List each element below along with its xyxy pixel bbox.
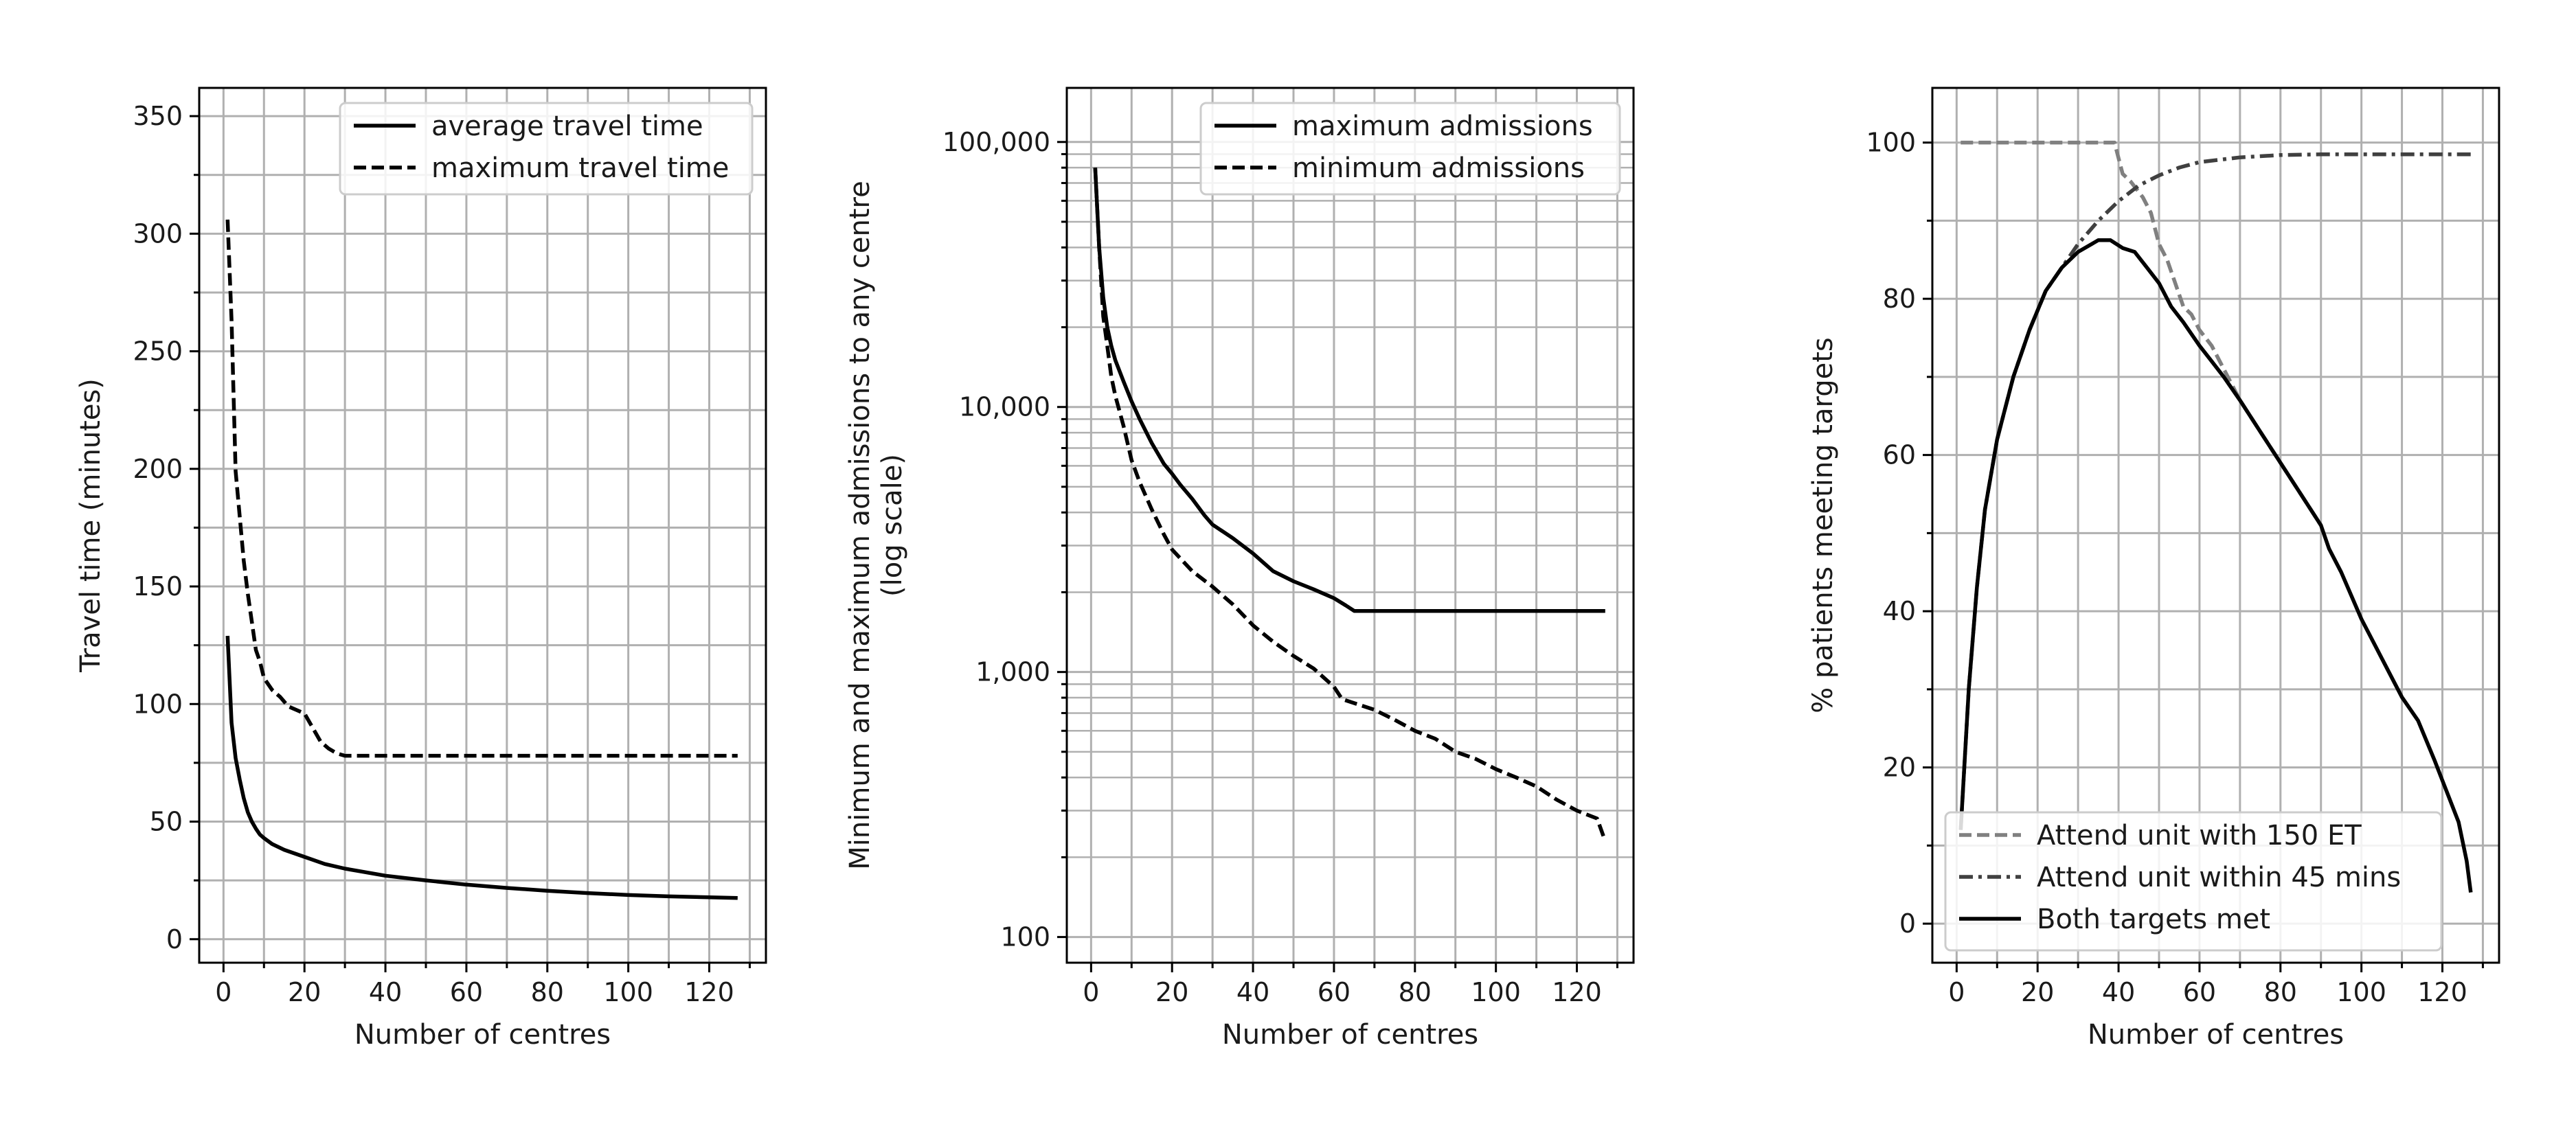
y-tick-label: 100 xyxy=(1866,128,1916,158)
y-tick-label: 200 xyxy=(133,454,183,484)
x-tick-label: 100 xyxy=(603,977,653,1007)
plot-frame xyxy=(1931,87,2500,964)
x-tick-label: 80 xyxy=(2264,977,2297,1007)
x-tick-label: 100 xyxy=(1471,977,1521,1007)
legend-label: Attend unit within 45 mins xyxy=(2037,862,2401,893)
y-axis-title: Travel time (minutes) xyxy=(75,378,106,673)
legend-label: minimum admissions xyxy=(1292,152,1585,184)
chart-panel-3: 0 20 40 60 80 100 120 0 20 40 60 80 100 Number of cen… xyxy=(1807,87,2500,1051)
grid xyxy=(1067,88,1634,963)
y-tick-label: 1,000 xyxy=(975,657,1050,687)
x-tick-label: 60 xyxy=(450,977,483,1007)
plot-frame xyxy=(1065,87,1635,964)
y-axis-title: % patients meeting targets xyxy=(1807,337,1839,713)
y-tick-label: 80 xyxy=(1883,284,1916,314)
y-tick-label: 150 xyxy=(133,571,183,602)
x-tick-label: 0 xyxy=(1083,977,1099,1007)
x-tick-label: 100 xyxy=(2336,977,2386,1007)
x-tick-label: 80 xyxy=(531,977,564,1007)
y-tick-label: 0 xyxy=(166,924,183,954)
series-line-3 xyxy=(1958,238,2473,893)
legend-label: maximum admissions xyxy=(1292,111,1593,142)
legend-label: average travel time xyxy=(431,111,703,142)
legend-box xyxy=(1944,811,2443,952)
x-tick-label: 80 xyxy=(1399,977,1432,1007)
x-axis-title: Number of centres xyxy=(2088,1019,2344,1051)
y-tick-label: 60 xyxy=(1883,440,1916,470)
series-line-2 xyxy=(225,219,738,758)
x-axis-title: Number of centres xyxy=(354,1019,611,1051)
y-tick-label: 100 xyxy=(133,689,183,719)
y-axis-title: Minimum and maximum admissions to any ce… xyxy=(844,181,876,869)
x-tick-label: 120 xyxy=(2417,977,2467,1007)
x-tick-label: 60 xyxy=(2183,977,2216,1007)
chart-panel-1: 0 20 40 60 80 100 120 0 50 100 150 200 250 300 350 Numb… xyxy=(75,87,767,1051)
y-tick-label: 10,000 xyxy=(959,392,1050,422)
y-tick-label: 100,000 xyxy=(942,127,1050,157)
y-tick-label: 250 xyxy=(133,336,183,367)
legend: maximum admissions minimum admissions xyxy=(1199,102,1621,196)
x-tick-label: 40 xyxy=(369,977,402,1007)
legend-label: Both targets met xyxy=(2037,904,2270,935)
y-tick-label: 300 xyxy=(133,218,183,249)
x-tick-label: 20 xyxy=(288,977,321,1007)
x-tick-label: 60 xyxy=(1318,977,1351,1007)
legend-box xyxy=(1199,102,1621,196)
x-tick-label: 40 xyxy=(2102,977,2135,1007)
x-axis-title: Number of centres xyxy=(1222,1019,1478,1051)
chart-panel-2: 0 20 40 60 80 100 120 100 1,000 10,000 100,000 Numb… xyxy=(844,87,1635,1051)
series-line-2 xyxy=(1093,168,1607,842)
y-tick-label: 40 xyxy=(1883,596,1916,626)
series-line-2 xyxy=(1958,152,2471,830)
legend-label: maximum travel time xyxy=(431,152,729,184)
series-line-1 xyxy=(225,635,738,900)
y-tick-label: 100 xyxy=(1000,922,1050,952)
y-tick-label: 50 xyxy=(150,807,183,837)
x-tick-label: 20 xyxy=(1155,977,1188,1007)
x-tick-label: 20 xyxy=(2021,977,2054,1007)
grid xyxy=(199,88,766,963)
legend: Attend unit with 150 ET Attend unit withi… xyxy=(1944,811,2443,952)
legend-label: Attend unit with 150 ET xyxy=(2037,820,2362,851)
y-tick-label: 0 xyxy=(1899,908,1916,939)
x-tick-label: 0 xyxy=(1948,977,1965,1007)
y-tick-label: 20 xyxy=(1883,753,1916,783)
x-tick-label: 40 xyxy=(1236,977,1269,1007)
y-axis-title-line-2: (log scale) xyxy=(877,454,908,597)
plot-frame xyxy=(198,87,767,964)
legend-box xyxy=(339,102,754,196)
series-line-1 xyxy=(1961,140,2323,527)
y-tick-label: 350 xyxy=(133,101,183,131)
x-tick-label: 0 xyxy=(215,977,231,1007)
x-tick-label: 120 xyxy=(1552,977,1602,1007)
x-tick-label: 120 xyxy=(684,977,734,1007)
legend: average travel time maximum travel time xyxy=(339,102,754,196)
series-line-1 xyxy=(1093,168,1605,613)
